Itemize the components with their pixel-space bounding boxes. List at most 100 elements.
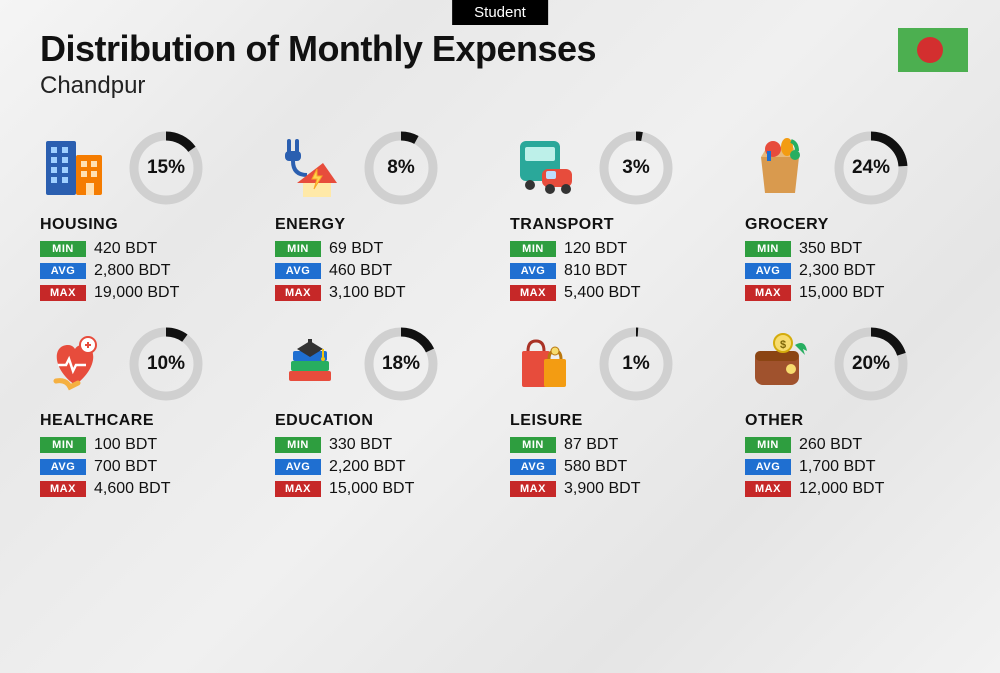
avg-badge: AVG [275, 459, 321, 475]
avg-badge: AVG [275, 263, 321, 279]
housing-icon [40, 133, 110, 203]
donut-chart: 1% [598, 326, 674, 402]
percent-label: 18% [363, 326, 439, 402]
stat-row-avg: AVG 460 BDT [275, 262, 490, 280]
donut-chart: 3% [598, 130, 674, 206]
category-name: EDUCATION [275, 412, 490, 430]
min-value: 120 BDT [564, 240, 627, 258]
max-value: 12,000 BDT [799, 480, 884, 498]
min-value: 100 BDT [94, 436, 157, 454]
category-card: $ 20% OTHER MIN 260 BDT AVG 1,700 BDT MA… [745, 326, 960, 502]
avg-badge: AVG [745, 459, 791, 475]
stat-row-min: MIN 330 BDT [275, 436, 490, 454]
page-title: Distribution of Monthly Expenses [40, 28, 960, 70]
avg-badge: AVG [745, 263, 791, 279]
category-name: TRANSPORT [510, 216, 725, 234]
max-value: 19,000 BDT [94, 284, 179, 302]
stat-row-avg: AVG 1,700 BDT [745, 458, 960, 476]
avg-value: 580 BDT [564, 458, 627, 476]
max-badge: MAX [40, 481, 86, 497]
stat-row-avg: AVG 810 BDT [510, 262, 725, 280]
stat-row-max: MAX 15,000 BDT [275, 480, 490, 498]
category-card: 10% HEALTHCARE MIN 100 BDT AVG 700 BDT M… [40, 326, 255, 502]
stat-row-max: MAX 3,100 BDT [275, 284, 490, 302]
max-badge: MAX [510, 285, 556, 301]
avg-value: 810 BDT [564, 262, 627, 280]
avg-value: 2,800 BDT [94, 262, 170, 280]
percent-label: 10% [128, 326, 204, 402]
categories-grid: 15% HOUSING MIN 420 BDT AVG 2,800 BDT MA… [0, 110, 1000, 532]
energy-icon [275, 133, 345, 203]
education-icon [275, 329, 345, 399]
max-value: 3,100 BDT [329, 284, 405, 302]
min-badge: MIN [745, 437, 791, 453]
category-name: ENERGY [275, 216, 490, 234]
max-value: 4,600 BDT [94, 480, 170, 498]
avg-value: 460 BDT [329, 262, 392, 280]
grocery-icon [745, 133, 815, 203]
stat-row-max: MAX 3,900 BDT [510, 480, 725, 498]
stat-row-avg: AVG 2,200 BDT [275, 458, 490, 476]
min-badge: MIN [40, 241, 86, 257]
category-card: 1% LEISURE MIN 87 BDT AVG 580 BDT MAX 3,… [510, 326, 725, 502]
stat-row-avg: AVG 2,800 BDT [40, 262, 255, 280]
avg-badge: AVG [510, 459, 556, 475]
max-badge: MAX [745, 481, 791, 497]
category-card: 8% ENERGY MIN 69 BDT AVG 460 BDT MAX 3,1… [275, 130, 490, 306]
stat-row-max: MAX 5,400 BDT [510, 284, 725, 302]
stat-row-max: MAX 4,600 BDT [40, 480, 255, 498]
max-badge: MAX [40, 285, 86, 301]
leisure-icon [510, 329, 580, 399]
stat-row-avg: AVG 580 BDT [510, 458, 725, 476]
min-value: 87 BDT [564, 436, 618, 454]
max-badge: MAX [510, 481, 556, 497]
flag-bangladesh [898, 28, 968, 72]
transport-icon [510, 133, 580, 203]
max-value: 5,400 BDT [564, 284, 640, 302]
donut-chart: 24% [833, 130, 909, 206]
stat-row-max: MAX 12,000 BDT [745, 480, 960, 498]
svg-text:$: $ [780, 339, 786, 351]
min-value: 350 BDT [799, 240, 862, 258]
percent-label: 8% [363, 130, 439, 206]
stat-row-avg: AVG 700 BDT [40, 458, 255, 476]
category-card: 18% EDUCATION MIN 330 BDT AVG 2,200 BDT … [275, 326, 490, 502]
avg-badge: AVG [510, 263, 556, 279]
stat-row-max: MAX 15,000 BDT [745, 284, 960, 302]
donut-chart: 20% [833, 326, 909, 402]
max-value: 3,900 BDT [564, 480, 640, 498]
percent-label: 20% [833, 326, 909, 402]
category-name: OTHER [745, 412, 960, 430]
min-value: 260 BDT [799, 436, 862, 454]
stat-row-min: MIN 69 BDT [275, 240, 490, 258]
stat-row-min: MIN 120 BDT [510, 240, 725, 258]
percent-label: 24% [833, 130, 909, 206]
category-card: 15% HOUSING MIN 420 BDT AVG 2,800 BDT MA… [40, 130, 255, 306]
percent-label: 15% [128, 130, 204, 206]
avg-value: 2,200 BDT [329, 458, 405, 476]
max-badge: MAX [275, 285, 321, 301]
stat-row-min: MIN 420 BDT [40, 240, 255, 258]
max-badge: MAX [275, 481, 321, 497]
category-name: HOUSING [40, 216, 255, 234]
min-value: 420 BDT [94, 240, 157, 258]
avg-value: 1,700 BDT [799, 458, 875, 476]
flag-circle [917, 37, 943, 63]
stat-row-min: MIN 100 BDT [40, 436, 255, 454]
stat-row-min: MIN 260 BDT [745, 436, 960, 454]
max-value: 15,000 BDT [799, 284, 884, 302]
category-name: HEALTHCARE [40, 412, 255, 430]
min-badge: MIN [510, 437, 556, 453]
min-value: 330 BDT [329, 436, 392, 454]
max-value: 15,000 BDT [329, 480, 414, 498]
healthcare-icon [40, 329, 110, 399]
donut-chart: 15% [128, 130, 204, 206]
donut-chart: 10% [128, 326, 204, 402]
category-name: GROCERY [745, 216, 960, 234]
avg-value: 700 BDT [94, 458, 157, 476]
percent-label: 1% [598, 326, 674, 402]
avg-badge: AVG [40, 459, 86, 475]
category-card: 3% TRANSPORT MIN 120 BDT AVG 810 BDT MAX… [510, 130, 725, 306]
category-name: LEISURE [510, 412, 725, 430]
min-badge: MIN [275, 437, 321, 453]
